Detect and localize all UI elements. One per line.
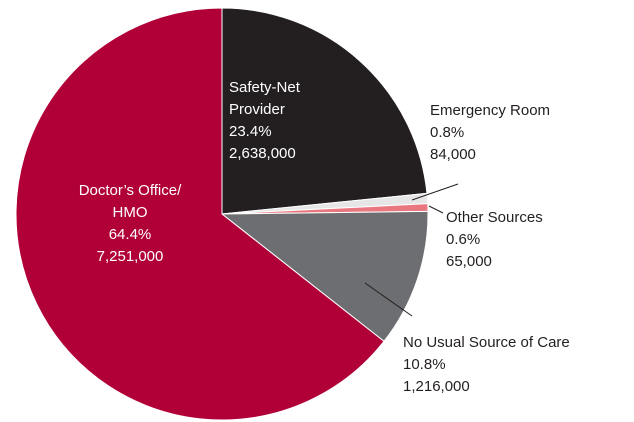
slice-label-other-sources-count: 65,000 — [446, 253, 492, 270]
leader-line-emergency-room — [411, 183, 459, 201]
slice-label-doctors-office-hmo-percent: 64.4% — [109, 226, 152, 243]
slice-label-doctors-office-hmo-name-line-1: HMO — [113, 204, 148, 221]
slice-label-emergency-room-name-line-0: Emergency Room — [430, 102, 550, 119]
slice-label-emergency-room: Emergency Room 0.8% 84,000 — [430, 102, 550, 163]
leader-line-no-usual-source-of-care — [364, 282, 413, 317]
slice-label-other-sources: Other Sources 0.6% 65,000 — [446, 209, 543, 270]
pie-slice-doctors-office-hmo — [15, 7, 385, 421]
slice-label-doctors-office-hmo-count: 7,251,000 — [97, 248, 164, 265]
slice-label-emergency-room-count: 84,000 — [430, 146, 476, 163]
pie-slice-safety-net-provider — [221, 7, 428, 215]
slice-label-other-sources-name-line-0: Other Sources — [446, 209, 543, 226]
pie-slice-no-usual-source-of-care — [220, 210, 429, 342]
slice-label-no-usual-source-of-care-percent: 10.8% — [403, 356, 446, 373]
pie-slices — [15, 7, 429, 421]
slice-label-safety-net-provider-percent: 23.4% — [229, 123, 272, 140]
slice-label-doctors-office-hmo-name-line-0: Doctor’s Office/ — [79, 182, 182, 199]
slice-label-emergency-room-percent: 0.8% — [430, 124, 464, 141]
leader-line-other-sources — [428, 205, 444, 214]
slice-label-safety-net-provider: Safety-Net Provider 23.4% 2,638,000 — [229, 79, 301, 162]
slice-label-no-usual-source-of-care-count: 1,216,000 — [403, 378, 470, 395]
slice-label-no-usual-source-of-care-name-line-0: No Usual Source of Care — [403, 334, 570, 351]
slice-label-safety-net-provider-count: 2,638,000 — [229, 145, 296, 162]
slice-label-safety-net-provider-name-line-0: Safety-Net — [229, 79, 301, 96]
slice-label-doctors-office-hmo: Doctor’s Office/HMO 64.4% 7,251,000 — [79, 182, 182, 265]
slice-label-no-usual-source-of-care: No Usual Source of Care 10.8% 1,216,000 — [403, 334, 570, 395]
slice-label-safety-net-provider-name-line-1: Provider — [229, 101, 285, 118]
slice-label-other-sources-percent: 0.6% — [446, 231, 480, 248]
leader-lines — [364, 183, 459, 317]
slice-labels: Safety-Net Provider 23.4% 2,638,000 Emergenc… — [79, 79, 570, 395]
